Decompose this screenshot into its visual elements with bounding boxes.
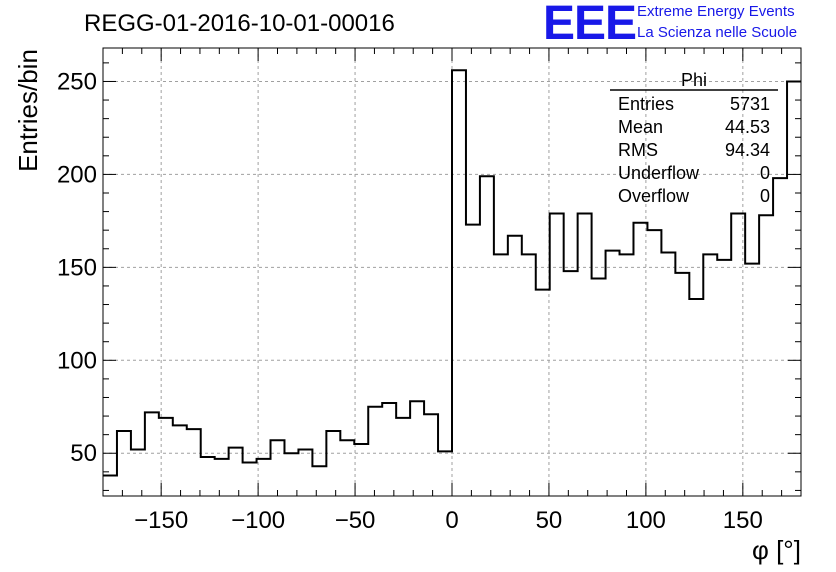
y-tick-label: 50 bbox=[70, 440, 97, 467]
histogram-bin bbox=[703, 254, 717, 496]
x-axis-label: φ [°] bbox=[752, 535, 801, 565]
histogram-bin bbox=[592, 279, 606, 496]
histogram-bars bbox=[103, 69, 801, 496]
histogram-bin bbox=[201, 457, 215, 496]
logo-line-2: La Scienza nelle Scuole bbox=[637, 24, 798, 41]
histogram-bin bbox=[173, 425, 187, 496]
stats-label: Overflow bbox=[618, 186, 690, 206]
stats-value: 94.34 bbox=[725, 140, 770, 160]
histogram-bin bbox=[564, 271, 578, 496]
histogram-bin bbox=[661, 252, 675, 496]
histogram-bin bbox=[717, 260, 731, 496]
histogram-bin bbox=[382, 403, 396, 496]
y-tick-label: 100 bbox=[57, 347, 97, 374]
histogram-bin bbox=[103, 476, 117, 496]
histogram-bin bbox=[606, 251, 620, 496]
stats-label: Mean bbox=[618, 117, 663, 137]
histogram-bin bbox=[187, 429, 201, 496]
histogram-bin bbox=[689, 299, 703, 496]
histogram-bin bbox=[229, 448, 243, 496]
stats-value: 0 bbox=[760, 186, 770, 206]
histogram-bin bbox=[298, 450, 312, 496]
histogram-bin bbox=[536, 290, 550, 496]
histogram-bin bbox=[759, 215, 773, 496]
y-axis-label: Entries/bin bbox=[12, 48, 43, 172]
histogram-bin bbox=[773, 178, 787, 496]
logo-line-1: Extreme Energy Events bbox=[637, 3, 795, 20]
stats-label: Underflow bbox=[618, 163, 700, 183]
histogram-bin bbox=[438, 451, 452, 496]
y-tick-label: 250 bbox=[57, 68, 97, 95]
y-tick-label: 150 bbox=[57, 254, 97, 281]
x-tick-label: −50 bbox=[335, 507, 376, 534]
histogram-bin bbox=[633, 223, 647, 496]
histogram-bin bbox=[131, 450, 145, 496]
stats-value: 44.53 bbox=[725, 117, 770, 137]
histogram-bin bbox=[257, 459, 271, 496]
histogram-outline bbox=[103, 69, 801, 477]
stats-box: Phi Entries 5731 Mean 44.53 RMS 94.34 Underflow… bbox=[610, 70, 778, 206]
histogram-bin bbox=[494, 254, 508, 496]
stats-name: Phi bbox=[681, 70, 707, 90]
histogram-bin bbox=[340, 440, 354, 496]
histogram-bin bbox=[452, 70, 466, 496]
histogram-bin bbox=[145, 412, 159, 496]
histogram-bin bbox=[647, 230, 661, 496]
histogram-bin bbox=[368, 407, 382, 496]
histogram-bin bbox=[284, 453, 298, 496]
stats-label: Entries bbox=[618, 94, 674, 114]
y-tick-label: 200 bbox=[57, 161, 97, 188]
histogram-bin bbox=[745, 264, 759, 496]
histogram-bin bbox=[508, 236, 522, 496]
histogram-bin bbox=[675, 273, 689, 496]
histogram-bin bbox=[396, 418, 410, 496]
x-tick-label: 150 bbox=[723, 507, 763, 534]
histogram-bin bbox=[424, 414, 438, 496]
histogram-bin bbox=[410, 401, 424, 496]
histogram-bin bbox=[354, 444, 368, 496]
x-tick-label: 50 bbox=[536, 507, 563, 534]
x-tick-label: −100 bbox=[231, 507, 285, 534]
axis-ticks bbox=[102, 48, 802, 496]
histogram-bin bbox=[117, 431, 131, 496]
histogram-bin bbox=[480, 176, 494, 496]
histogram-bin bbox=[522, 254, 536, 496]
histogram-bin bbox=[787, 81, 801, 496]
x-tick-label: 0 bbox=[445, 507, 458, 534]
histogram-bin bbox=[271, 440, 285, 496]
chart-title: REGG-01-2016-10-01-00016 bbox=[84, 10, 395, 37]
histogram-bin bbox=[578, 213, 592, 496]
histogram-bin bbox=[326, 431, 340, 496]
stats-label: RMS bbox=[618, 140, 658, 160]
tick-labels: −150 −100 −50 0 50 100 150 50 100 150 200 250 bbox=[57, 68, 763, 534]
stats-value: 0 bbox=[760, 163, 770, 183]
histogram-bin bbox=[466, 225, 480, 496]
histogram-bin bbox=[215, 459, 229, 496]
histogram-bin bbox=[312, 466, 326, 496]
histogram-bin bbox=[243, 463, 257, 496]
eee-logo: EEE bbox=[543, 0, 637, 50]
stats-value: 5731 bbox=[730, 94, 770, 114]
histogram-bin bbox=[620, 254, 634, 496]
histogram-bin bbox=[731, 213, 745, 496]
x-tick-label: −150 bbox=[134, 507, 188, 534]
x-tick-label: 100 bbox=[626, 507, 666, 534]
histogram-bin bbox=[550, 213, 564, 496]
